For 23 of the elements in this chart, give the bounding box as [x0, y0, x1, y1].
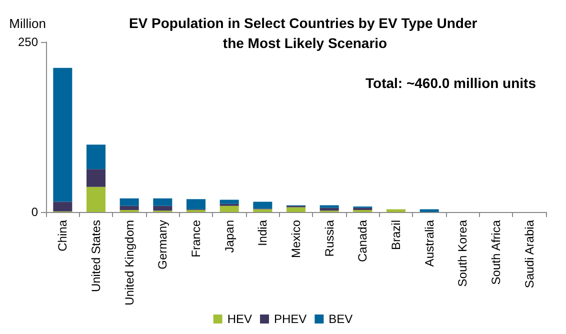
x-tick-label: Russia: [322, 220, 336, 257]
x-tick-label: Canada: [356, 220, 370, 262]
x-tick-label: United Kingdom: [122, 220, 136, 306]
y-tick-label: 0: [31, 205, 38, 219]
chart-title: EV Population in Select Countries by EV Type Under the Most Likely Scenario: [128, 15, 482, 51]
x-tick-label: Saudi Arabia: [522, 220, 536, 288]
x-tick-label: Mexico: [289, 220, 303, 258]
y-tick-label: 250: [18, 35, 38, 49]
x-tick-label: United States: [89, 220, 103, 292]
annotation: Total: ~460.0 million units: [366, 75, 536, 91]
x-tick-label: South Africa: [489, 220, 503, 285]
x-tick-label: Australia: [422, 220, 436, 267]
legend-label: BEV: [328, 312, 353, 326]
x-tick-label: Germany: [156, 220, 170, 270]
x-tick-label: Japan: [222, 220, 236, 253]
x-tick-label: India: [256, 220, 270, 246]
y-axis-title: Million: [9, 16, 46, 31]
legend-label: HEV: [227, 312, 252, 326]
x-tick-label: South Korea: [456, 220, 470, 287]
x-tick-label: Brazil: [389, 220, 403, 250]
x-tick-label: China: [56, 220, 70, 252]
x-tick-label: France: [189, 220, 203, 258]
legend-label: PHEV: [274, 312, 307, 326]
